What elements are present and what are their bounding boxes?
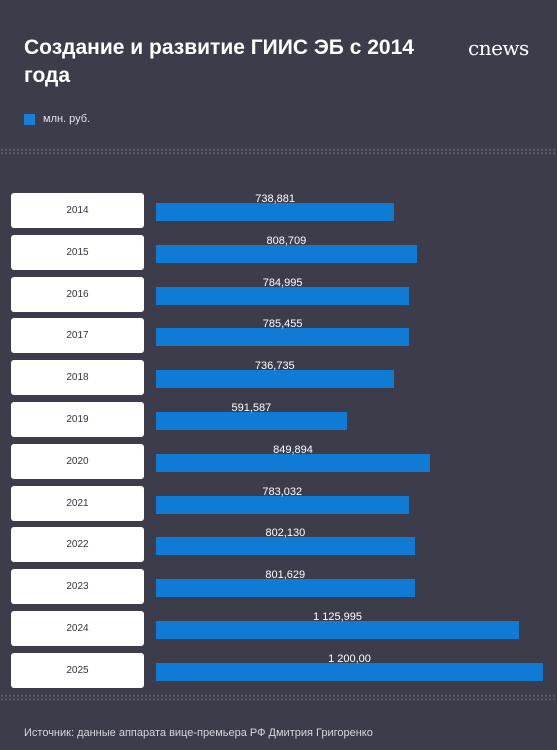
category-label-2019: 2019	[11, 402, 144, 437]
value-label-2015: 808,709	[266, 234, 307, 247]
category-label-2014: 2014	[11, 193, 144, 228]
bar-chart: 2014 738,881 2015 808,709 2016 784,995 2017 785…	[0, 188, 557, 688]
legend-label: млн. руб.	[43, 113, 91, 125]
category-label-2021: 2021	[11, 485, 144, 521]
bar-2021	[156, 495, 409, 514]
chart-title: Создание и развитие ГИИС ЭБ с 2014 года	[24, 36, 414, 87]
value-label-2017: 785,455	[262, 318, 303, 331]
dotted-divider-top	[0, 148, 557, 155]
category-label-2023: 2023	[11, 569, 144, 605]
category-label-2024: 2024	[11, 611, 144, 646]
legend-swatch	[24, 113, 35, 125]
bar-2020	[156, 453, 431, 472]
value-label-2024: 1 125,995	[313, 611, 363, 623]
bar-2014	[156, 203, 395, 221]
bar-2025	[156, 662, 543, 681]
category-label-2017: 2017	[11, 318, 144, 354]
value-label-2022: 802,130	[265, 527, 306, 540]
category-label-2018: 2018	[11, 360, 144, 396]
category-label-2025: 2025	[11, 652, 144, 688]
value-label-2020: 849,894	[273, 443, 313, 456]
source-note: Источник: данные аппарата вице-премьера …	[24, 727, 373, 739]
value-label-2019: 591,587	[231, 402, 272, 414]
category-label-2015: 2015	[11, 234, 144, 270]
value-label-2025: 1 200,00	[328, 652, 371, 665]
value-label-2016: 784,995	[262, 276, 303, 289]
value-label-2023: 801,629	[265, 569, 306, 582]
dotted-divider-bottom	[0, 694, 557, 701]
bar-2015	[156, 244, 417, 263]
value-label-2018: 736,735	[254, 360, 295, 373]
bar-2024	[156, 621, 520, 639]
bar-2017	[156, 328, 410, 347]
category-label-2022: 2022	[11, 527, 144, 563]
bar-2018	[156, 370, 394, 389]
cnews-logo: cnews	[468, 36, 529, 60]
legend: млн. руб.	[24, 112, 90, 126]
category-label-2016: 2016	[11, 276, 144, 312]
bar-2016	[156, 286, 410, 305]
bar-2022	[156, 537, 415, 556]
value-label-2014: 738,881	[255, 193, 296, 205]
category-label-2020: 2020	[11, 443, 144, 479]
bar-2023	[156, 579, 415, 598]
value-label-2021: 783,032	[262, 485, 303, 498]
bar-2019	[156, 412, 347, 430]
